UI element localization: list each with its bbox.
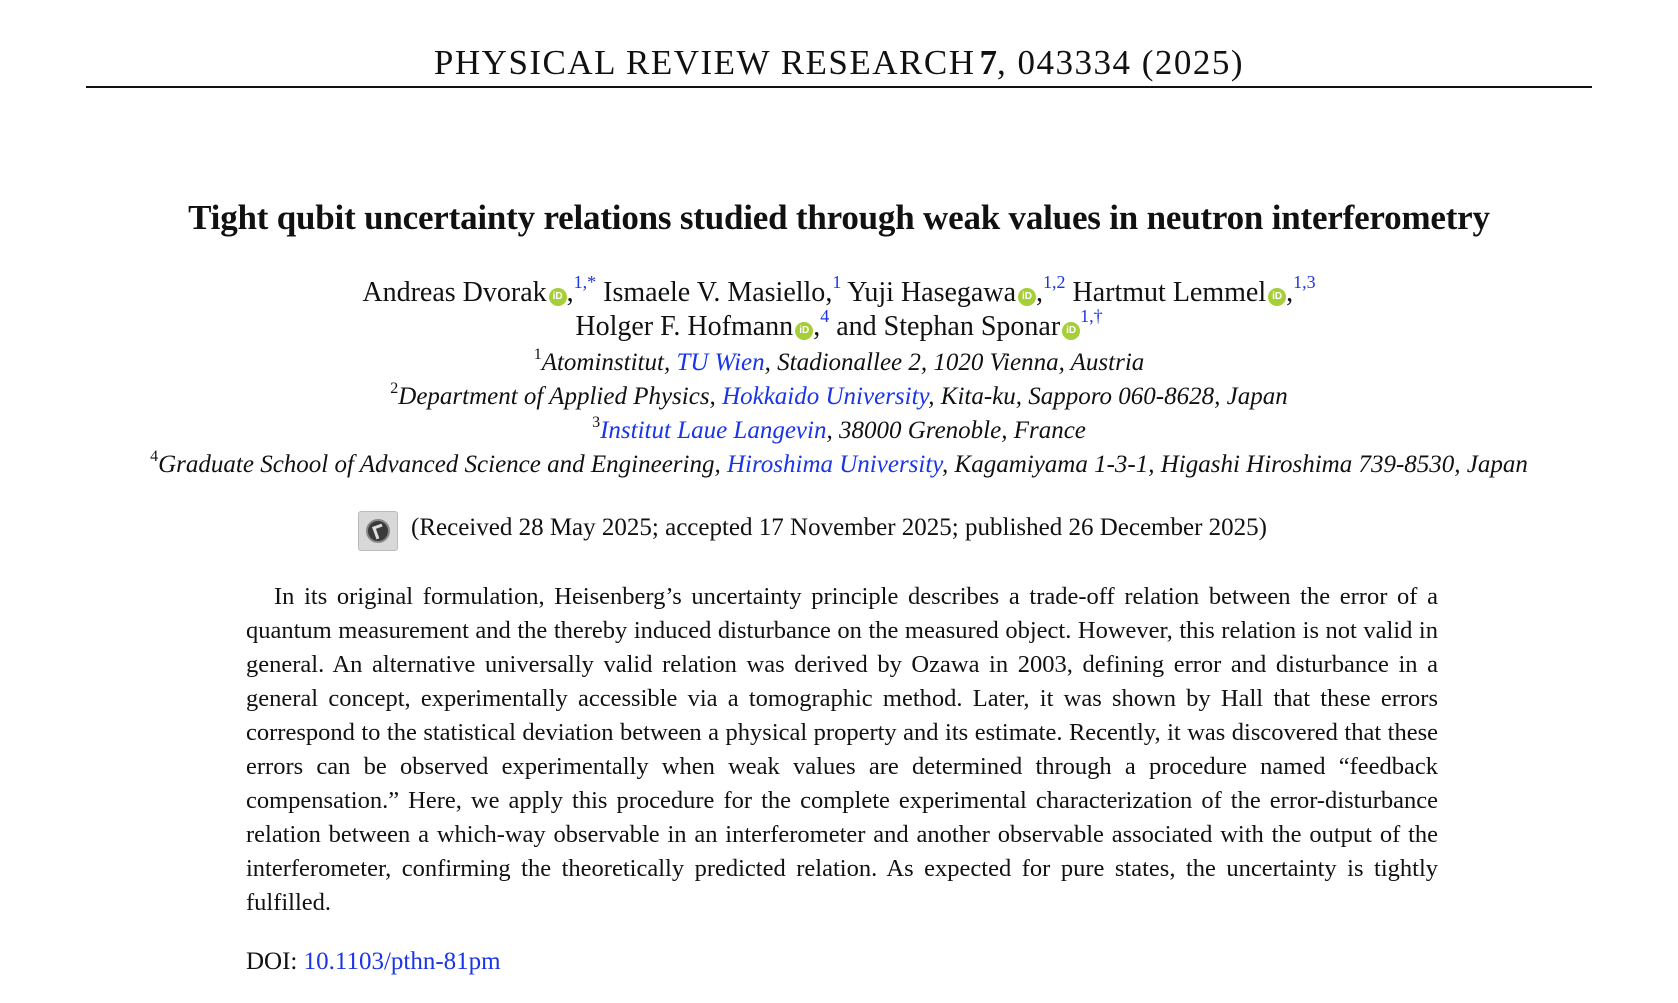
affiliation-text: Department of Applied Physics,: [398, 383, 723, 410]
affiliation-link[interactable]: Institut Laue Langevin: [600, 417, 827, 444]
affiliation: 3Institut Laue Langevin, 38000 Grenoble,…: [0, 414, 1678, 448]
affiliation-number: 1: [533, 346, 542, 363]
affiliation-text: , Stadionallee 2, 1020 Vienna, Austria: [764, 349, 1145, 376]
author-name[interactable]: Ismaele V. Masiello: [603, 277, 826, 308]
author-line-1: Andreas Dvorak iD ,1,* Ismaele V. Masiello…: [362, 272, 1316, 308]
orcid-icon[interactable]: iD: [1062, 322, 1081, 340]
orcid-icon[interactable]: iD: [548, 288, 567, 306]
author-affil-ref[interactable]: 1,2: [1043, 272, 1066, 292]
doi-label: DOI:: [246, 948, 304, 975]
author-affil-ref[interactable]: 1: [832, 272, 842, 292]
orcid-icon[interactable]: iD: [1268, 288, 1287, 306]
affiliation-link[interactable]: Hiroshima University: [726, 451, 943, 478]
journal-article-number: , 043334 (2025): [997, 43, 1245, 82]
author-name[interactable]: and Stephan Sponar: [836, 311, 1061, 342]
doi-link[interactable]: 10.1103/pthn-81pm: [303, 948, 501, 975]
journal-header: PHYSICAL REVIEW RESEARCH 7, 043334 (2025…: [86, 40, 1592, 88]
doi-line: DOI: 10.1103/pthn-81pm: [246, 948, 501, 976]
affiliation: 4Graduate School of Advanced Science and…: [0, 448, 1678, 482]
abstract-text: In its original formulation, Heisenberg’…: [246, 583, 1438, 916]
author-line-2: Holger F. Hofmann iD ,4 and Stephan Sponar…: [575, 306, 1103, 342]
affiliation-text: , Kagamiyama 1-3-1, Higashi Hiroshima 73…: [942, 451, 1528, 478]
affiliation-number: 3: [592, 414, 601, 431]
affiliation-text: , Kita-ku, Sapporo 060-8628, Japan: [928, 383, 1288, 410]
author-affil-ref[interactable]: 1,†: [1080, 306, 1103, 326]
affiliation-link[interactable]: TU Wien: [676, 349, 765, 376]
check-for-updates-icon[interactable]: [358, 511, 398, 551]
affiliation-text: Graduate School of Advanced Science and …: [158, 451, 727, 478]
author-affil-ref[interactable]: 4: [820, 306, 830, 326]
affiliation-text: Atominstitut,: [541, 349, 677, 376]
abstract: In its original formulation, Heisenberg’…: [246, 580, 1438, 920]
author-list: Andreas Dvorak iD ,1,* Ismaele V. Masiello…: [0, 272, 1678, 344]
author-affil-ref[interactable]: 1,3: [1293, 272, 1316, 292]
affiliation-number: 2: [390, 380, 399, 397]
author-name[interactable]: Andreas Dvorak: [362, 277, 547, 308]
affiliation: 1Atominstitut, TU Wien, Stadionallee 2, …: [0, 346, 1678, 380]
author-affil-ref[interactable]: 1,*: [573, 272, 597, 292]
author-name[interactable]: Yuji Hasegawa: [847, 277, 1017, 308]
affiliation-text: , 38000 Grenoble, France: [826, 417, 1086, 444]
journal-volume: 7: [979, 43, 998, 82]
affiliation-link[interactable]: Hokkaido University: [722, 383, 929, 410]
orcid-icon[interactable]: iD: [795, 322, 814, 340]
affiliation-number: 4: [150, 448, 159, 465]
check-for-updates-icon-mark: [366, 519, 390, 543]
affiliation-list: 1Atominstitut, TU Wien, Stadionallee 2, …: [0, 346, 1678, 482]
author-name[interactable]: Hartmut Lemmel: [1072, 277, 1267, 308]
orcid-icon[interactable]: iD: [1018, 288, 1037, 306]
publication-dates: (Received 28 May 2025; accepted 17 Novem…: [411, 514, 1267, 541]
author-name[interactable]: Holger F. Hofmann: [575, 311, 794, 342]
journal-name: PHYSICAL REVIEW RESEARCH: [433, 43, 976, 82]
paper-title: Tight qubit uncertainty relations studie…: [188, 198, 1490, 237]
affiliation: 2Department of Applied Physics, Hokkaido…: [0, 380, 1678, 414]
